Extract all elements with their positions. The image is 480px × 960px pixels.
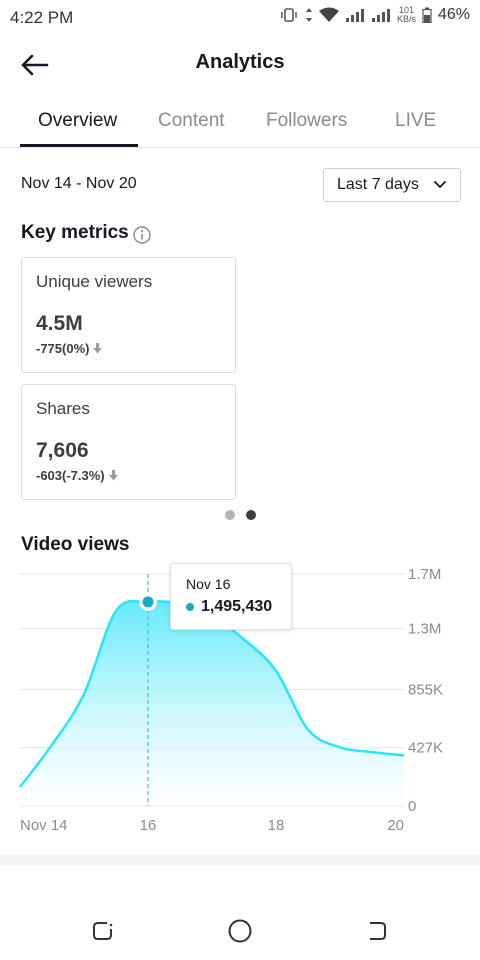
data-arrows-icon: [305, 8, 312, 22]
highlight-point[interactable]: [142, 596, 154, 608]
status-bar: 4:22 PM 101 KB/s 46%: [0, 0, 480, 34]
metric-card-shares[interactable]: Shares 7,606 -603(-7.3%): [21, 384, 236, 500]
metric-value: 4.5M: [36, 312, 83, 335]
app-header: Analytics: [0, 34, 480, 92]
metrics-pager: [225, 510, 256, 520]
tooltip-date: Nov 16: [186, 576, 231, 592]
system-nav-bar: [0, 900, 480, 960]
key-metrics-title: Key metrics: [21, 222, 129, 243]
arrow-down-icon: [93, 343, 103, 354]
metric-card-unique-viewers[interactable]: Unique viewers 4.5M -775(0%): [21, 257, 236, 373]
x-tick-label: 16: [140, 817, 157, 834]
network-speed: 101 KB/s: [397, 6, 416, 24]
home-icon[interactable]: [225, 916, 255, 946]
speed-unit: KB/s: [396, 14, 416, 24]
tab-bar: Overview Content Followers LIVE: [0, 96, 480, 148]
y-tick-label: 855K: [408, 681, 443, 698]
tab-followers[interactable]: Followers: [266, 110, 348, 131]
y-tick-label: 427K: [408, 740, 443, 757]
metric-delta-text: -775(0%): [36, 341, 90, 356]
chart-tooltip: Nov 16 1,495,430: [170, 563, 292, 630]
x-tick-label: 18: [268, 817, 285, 834]
arrow-down-icon: [108, 470, 118, 481]
metric-delta: -775(0%): [36, 341, 103, 356]
tooltip-series-dot: [186, 603, 194, 611]
status-icons: 101 KB/s 46%: [279, 6, 470, 24]
page-title: Analytics: [195, 51, 285, 73]
metric-label: Shares: [36, 399, 90, 418]
date-range-dropdown[interactable]: Last 7 days: [323, 168, 461, 202]
date-range-dropdown-label: Last 7 days: [337, 176, 419, 193]
tooltip-value: 1,495,430: [186, 598, 272, 616]
pager-dot-1[interactable]: [225, 510, 235, 520]
signal-icon-2: [371, 9, 390, 22]
x-tick-label: 20: [387, 817, 404, 834]
tab-live[interactable]: LIVE: [395, 110, 437, 131]
date-range-label: Nov 14 - Nov 20: [21, 175, 137, 192]
tab-overview[interactable]: Overview: [38, 110, 118, 131]
info-icon[interactable]: [133, 226, 151, 244]
wifi-icon: [318, 7, 339, 22]
speed-value: 101: [398, 5, 414, 15]
pager-dot-2[interactable]: [246, 510, 256, 520]
y-tick-label: 1.3M: [408, 621, 441, 638]
section-divider: [0, 855, 480, 865]
series-area: [20, 601, 404, 806]
vibrate-icon: [281, 8, 297, 22]
chevron-down-icon: [434, 181, 446, 188]
y-tick-label: 0: [408, 798, 416, 815]
back-nav-icon[interactable]: [362, 916, 392, 946]
video-views-title: Video views: [21, 534, 130, 555]
metric-value: 7,606: [36, 439, 89, 462]
recents-icon[interactable]: [88, 916, 118, 946]
signal-icon: [345, 9, 364, 22]
back-arrow-icon[interactable]: [18, 48, 52, 82]
status-time: 4:22 PM: [10, 8, 74, 27]
battery-icon: [422, 7, 432, 23]
active-tab-indicator: [20, 144, 138, 147]
metric-delta: -603(-7.3%): [36, 468, 118, 483]
metric-delta-text: -603(-7.3%): [36, 468, 105, 483]
tab-content[interactable]: Content: [158, 110, 225, 131]
metric-label: Unique viewers: [36, 272, 153, 291]
tooltip-value-text: 1,495,430: [201, 598, 273, 615]
x-tick-label: Nov 14: [20, 817, 68, 834]
battery-percent: 46%: [437, 6, 470, 23]
y-tick-label: 1.7M: [408, 566, 441, 583]
